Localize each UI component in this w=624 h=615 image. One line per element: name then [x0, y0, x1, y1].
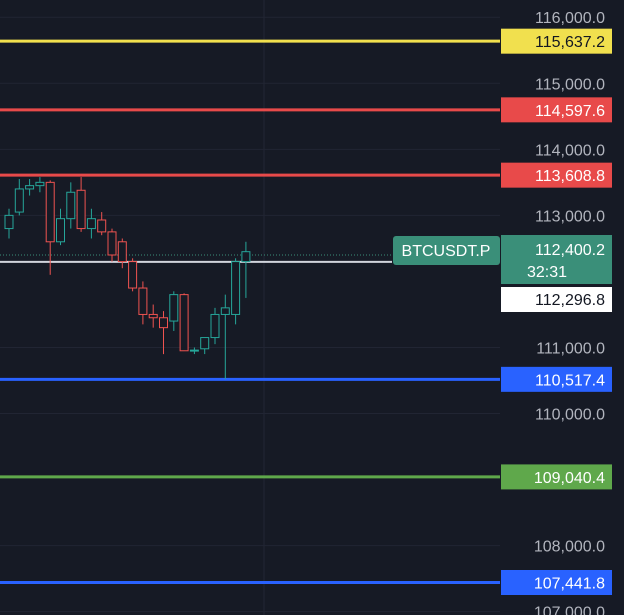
candle[interactable]: [148, 304, 158, 328]
y-tick-label: 114,000.0: [535, 142, 605, 159]
candle[interactable]: [128, 258, 138, 292]
candle[interactable]: [97, 212, 107, 236]
candle-body: [159, 317, 168, 329]
level-price-label: 113,608.8: [501, 162, 612, 188]
reference-label-text: 112,296.8: [535, 292, 605, 309]
candle[interactable]: [220, 294, 230, 380]
candle[interactable]: [35, 177, 45, 193]
current-price-label: 112,400.2 32:31: [501, 235, 612, 284]
candle[interactable]: [179, 293, 189, 352]
candle-body: [117, 241, 127, 263]
level-price-label: 114,597.6: [501, 97, 612, 123]
y-tick-label: 116,000.0: [535, 10, 605, 27]
candle-body: [14, 188, 24, 213]
candle-body: [66, 191, 76, 220]
level-price-label: 110,517.4: [501, 366, 612, 392]
candle[interactable]: [76, 177, 86, 232]
candle[interactable]: [25, 179, 35, 196]
y-tick-label: 111,000.0: [536, 340, 605, 357]
candle[interactable]: [241, 241, 251, 298]
candle[interactable]: [45, 180, 55, 275]
candle[interactable]: [210, 307, 220, 345]
current-price-text: 112,400.2: [535, 242, 605, 259]
candle-body: [169, 294, 179, 322]
candle-body: [179, 294, 189, 352]
candle[interactable]: [138, 281, 148, 325]
level-label-text: 110,517.4: [535, 372, 605, 389]
candle-body: [210, 313, 220, 339]
candle-body: [189, 349, 199, 352]
candle-body: [148, 313, 158, 319]
candle-body: [35, 181, 45, 187]
symbol-text: BTCUSDT.P: [402, 243, 491, 260]
candles[interactable]: [4, 177, 251, 380]
candle[interactable]: [117, 238, 127, 269]
candle-body: [231, 261, 241, 315]
price-labels: 115,637.2 114,597.6 113,608.8 110,517.4 109,…: [393, 28, 612, 595]
candle-body: [86, 218, 96, 230]
candle-body: [4, 214, 14, 230]
candle[interactable]: [107, 228, 117, 262]
level-price-label: 115,637.2: [501, 28, 612, 54]
level-label-background: [501, 162, 612, 188]
candle-body: [241, 251, 251, 263]
candle[interactable]: [200, 337, 210, 355]
candle[interactable]: [231, 258, 241, 325]
candle-body: [200, 337, 210, 350]
level-label-background: [501, 28, 612, 54]
candle-body: [220, 307, 230, 315]
candle-body: [76, 189, 86, 230]
level-label-background: [501, 569, 612, 595]
level-label-background: [501, 97, 612, 123]
reference-price-label: 112,296.8: [501, 287, 612, 312]
y-tick-label: 115,000.0: [535, 76, 605, 93]
candle[interactable]: [4, 208, 14, 239]
candle[interactable]: [56, 208, 65, 246]
level-price-label: 107,441.8: [501, 569, 612, 595]
y-tick-label: 107,000.0: [534, 605, 605, 615]
symbol-tag-background: [393, 236, 500, 265]
candle-body: [45, 181, 55, 243]
y-tick-label: 108,000.0: [534, 539, 605, 556]
grid-lines: [0, 0, 500, 615]
candle-body: [138, 287, 148, 315]
candle-body: [25, 185, 35, 190]
candle[interactable]: [169, 291, 179, 331]
symbol-tag[interactable]: BTCUSDT.P: [393, 236, 500, 265]
y-tick-label: 110,000.0: [535, 407, 605, 424]
candle[interactable]: [189, 347, 199, 355]
level-label-text: 113,608.8: [535, 168, 605, 185]
level-price-label: 109,040.4: [501, 464, 612, 490]
candle-body: [107, 231, 117, 256]
countdown-text: 32:31: [527, 264, 567, 281]
level-label-background: [501, 464, 612, 490]
level-label-text: 115,637.2: [535, 34, 605, 51]
reference-label-background: [501, 287, 612, 312]
candle-body: [97, 219, 107, 233]
level-label-text: 107,441.8: [534, 575, 605, 592]
candle-body: [56, 218, 65, 243]
y-tick-label: 113,000.0: [535, 208, 605, 225]
level-label-background: [501, 366, 612, 392]
level-label-text: 114,597.6: [535, 103, 605, 120]
candle-body: [128, 261, 138, 289]
candle[interactable]: [86, 208, 96, 239]
candle[interactable]: [14, 179, 24, 216]
level-label-text: 109,040.4: [534, 470, 605, 487]
horizontal-levels[interactable]: [0, 39, 500, 584]
current-label-background: [501, 235, 612, 284]
candle[interactable]: [66, 182, 76, 229]
candle[interactable]: [159, 311, 168, 355]
